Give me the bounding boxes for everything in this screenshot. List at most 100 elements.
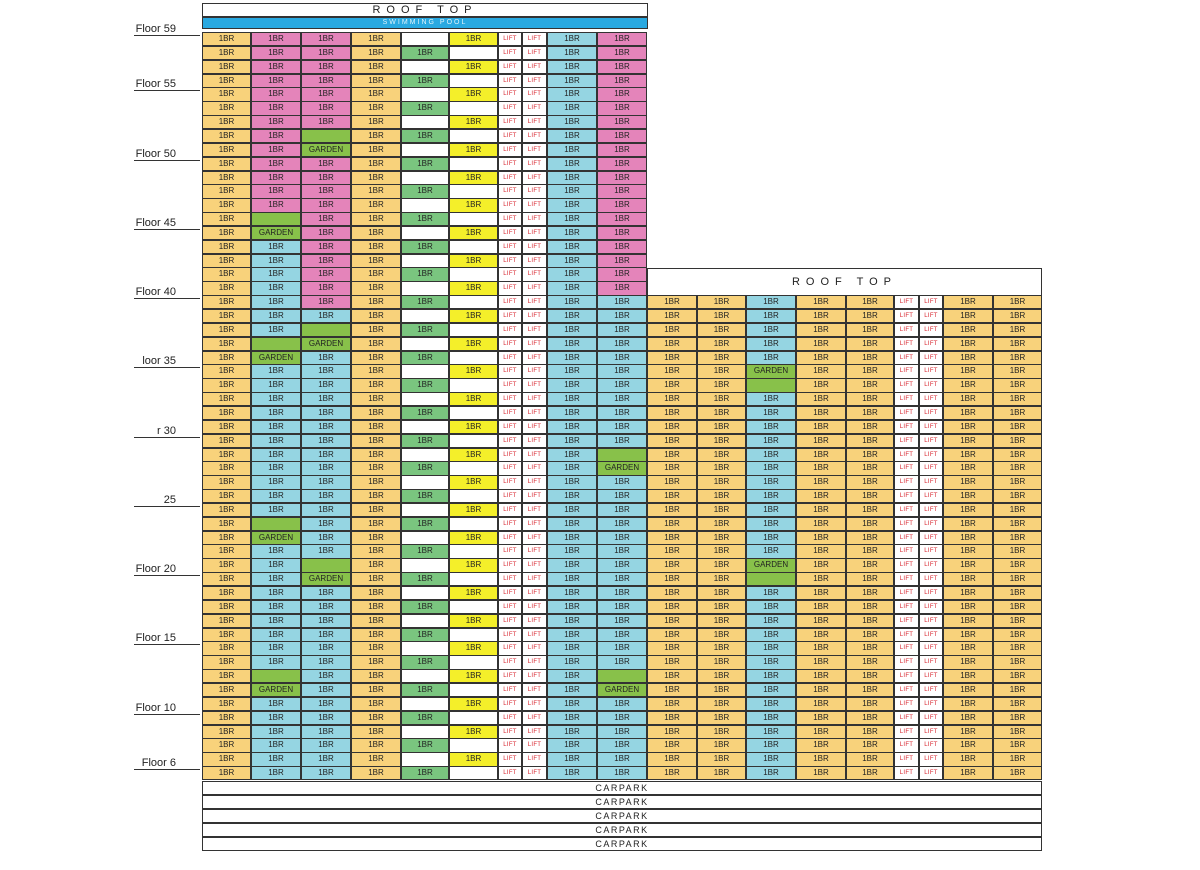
unit-cell: 1BR [547, 433, 597, 448]
unit-cell: 1BR [796, 309, 846, 324]
lift-cell: LIFT [919, 738, 943, 753]
unit-cell: 1BR [351, 225, 401, 241]
garden-cell [301, 322, 351, 338]
swimming-pool: SWIMMING POOL [202, 17, 648, 29]
unit-cell: 1BR [547, 530, 597, 545]
empty-cell [401, 281, 449, 296]
unit-cell: 1BR [251, 641, 301, 656]
unit-cell: 1BR [401, 184, 449, 199]
unit-cell: 1BR [597, 752, 647, 767]
unit-cell: 1BR [202, 253, 251, 268]
unit-cell: 1BR [547, 32, 597, 47]
unit-cell: 1BR [301, 350, 351, 365]
unit-cell: 1BR [943, 322, 993, 338]
unit-cell: 1BR [202, 586, 251, 601]
unit-cell: 1BR [202, 225, 251, 241]
unit-cell: 1BR [202, 101, 251, 116]
unit-cell: 1BR [697, 558, 746, 573]
unit-cell: 1BR [401, 766, 449, 781]
unit-cell: 1BR [301, 156, 351, 171]
lift-cell: LIFT [498, 170, 522, 185]
unit-cell: 1BR [351, 655, 401, 670]
unit-cell: 1BR [746, 530, 796, 545]
unit-cell: 1BR [796, 696, 846, 712]
unit-cell: 1BR [597, 336, 647, 352]
unit-cell: 1BR [697, 669, 746, 684]
unit-cell: 1BR [202, 489, 251, 504]
lift-cell: LIFT [522, 489, 547, 504]
unit-cell: 1BR [943, 586, 993, 601]
floor-label-underline [134, 228, 200, 230]
unit-cell: 1BR [697, 738, 746, 753]
unit-cell: 1BR [846, 613, 894, 629]
empty-cell [401, 142, 449, 158]
lift-cell: LIFT [919, 530, 943, 545]
lift-cell: LIFT [498, 475, 522, 490]
unit-cell: 1BR [647, 558, 697, 573]
unit-cell: 1BR [449, 336, 498, 352]
unit-cell: 1BR [202, 419, 251, 435]
unit-cell: 1BR [251, 475, 301, 490]
unit-cell: 1BR [597, 766, 647, 781]
unit-cell: 1BR [547, 184, 597, 199]
floor-label: Floor 40 [135, 286, 176, 299]
unit-cell: 1BR [251, 322, 301, 338]
lift-cell: LIFT [522, 447, 547, 462]
lift-cell: LIFT [498, 586, 522, 601]
unit-cell: 1BR [697, 696, 746, 712]
unit-cell: 1BR [647, 530, 697, 545]
unit-cell: 1BR [301, 489, 351, 504]
lift-cell: LIFT [498, 613, 522, 629]
empty-cell [401, 309, 449, 324]
unit-cell: 1BR [547, 45, 597, 61]
unit-cell: 1BR [449, 32, 498, 47]
unit-cell: 1BR [251, 724, 301, 739]
unit-cell: 1BR [351, 128, 401, 144]
unit-cell: 1BR [351, 378, 401, 393]
lift-cell: LIFT [919, 461, 943, 476]
unit-cell: 1BR [993, 419, 1042, 435]
unit-cell: 1BR [746, 724, 796, 739]
unit-cell: 1BR [251, 156, 301, 171]
unit-cell: 1BR [943, 752, 993, 767]
unit-cell: 1BR [597, 641, 647, 656]
empty-cell [449, 156, 498, 171]
unit-cell: 1BR [401, 655, 449, 670]
empty-cell [449, 267, 498, 282]
lift-cell: LIFT [919, 641, 943, 656]
empty-cell [401, 32, 449, 47]
unit-cell: 1BR [301, 627, 351, 642]
floor-label-underline [134, 90, 200, 92]
unit-cell: 1BR [202, 156, 251, 171]
carpark-level: CARPARK [202, 808, 1042, 823]
unit-cell: 1BR [746, 447, 796, 462]
unit-cell: 1BR [547, 225, 597, 241]
unit-cell: 1BR [301, 239, 351, 255]
unit-cell: 1BR [351, 239, 401, 255]
lift-cell: LIFT [522, 696, 547, 712]
unit-cell: 1BR [301, 267, 351, 282]
unit-cell: 1BR [547, 502, 597, 518]
unit-cell: 1BR [202, 73, 251, 88]
lift-cell: LIFT [522, 156, 547, 171]
floor-label-underline [134, 713, 200, 715]
unit-cell: 1BR [401, 73, 449, 88]
unit-cell: 1BR [597, 198, 647, 213]
floor-label: 25 [163, 493, 176, 506]
unit-cell: 1BR [746, 641, 796, 656]
unit-cell: 1BR [846, 696, 894, 712]
unit-cell: 1BR [647, 502, 697, 518]
unit-cell: 1BR [647, 309, 697, 324]
unit-cell: 1BR [547, 419, 597, 435]
unit-cell: 1BR [251, 613, 301, 629]
unit-cell: 1BR [351, 212, 401, 227]
unit-cell: 1BR [301, 516, 351, 532]
unit-cell: 1BR [401, 433, 449, 448]
unit-cell: 1BR [301, 475, 351, 490]
unit-cell: 1BR [351, 516, 401, 532]
unit-cell: 1BR [401, 544, 449, 559]
unit-cell: 1BR [251, 586, 301, 601]
garden-cell: GARDEN [301, 572, 351, 587]
empty-cell [401, 87, 449, 102]
unit-cell: 1BR [993, 599, 1042, 615]
